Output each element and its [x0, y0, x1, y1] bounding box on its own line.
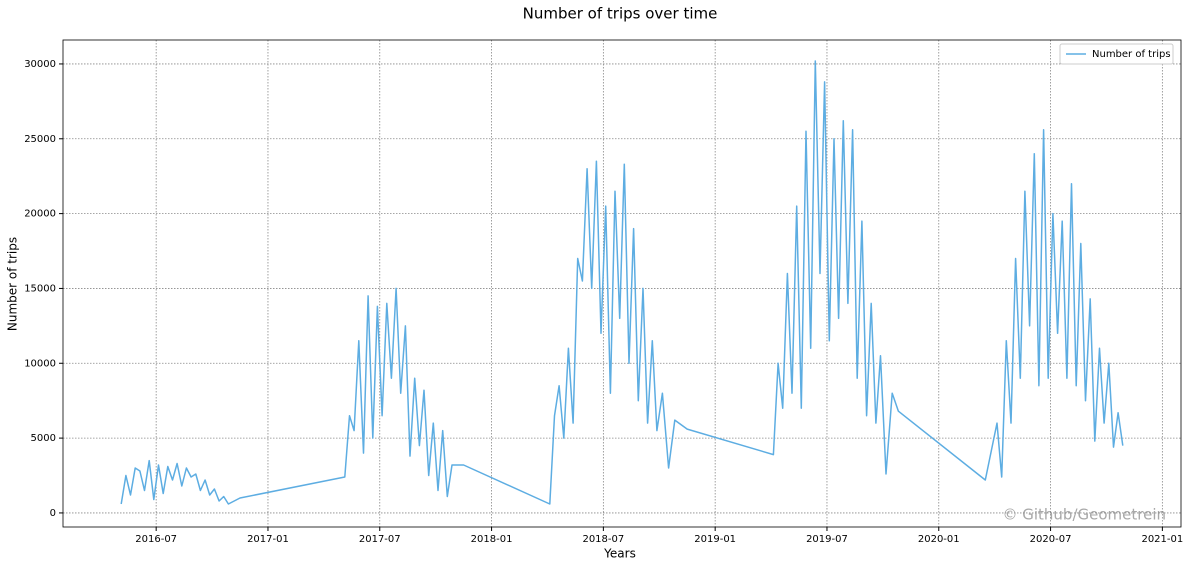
y-tick-label: 20000 — [24, 209, 56, 220]
y-tick-label: 5000 — [31, 433, 56, 444]
legend-box — [1059, 43, 1174, 65]
x-tick-label: 2017-07 — [359, 534, 401, 545]
legend-label: Number of trips — [1092, 49, 1171, 60]
y-tick-label: 15000 — [24, 283, 56, 294]
x-tick-label: 2019-07 — [806, 534, 848, 545]
x-tick-label: 2016-07 — [135, 534, 177, 545]
x-axis-label: Years — [603, 547, 636, 561]
x-tick-label: 2018-01 — [471, 534, 513, 545]
y-tick-label: 10000 — [24, 358, 56, 369]
y-axis-label: Number of trips — [6, 237, 20, 331]
plot-frame — [62, 39, 1182, 528]
y-tick-label: 25000 — [24, 134, 56, 145]
legend: Number of trips — [1059, 43, 1174, 65]
data-line — [120, 60, 1124, 505]
x-tick-label: 2020-01 — [918, 534, 960, 545]
chart-title: Number of trips over time — [523, 5, 718, 23]
watermark: © Github/Geometrein — [1002, 506, 1166, 524]
y-tick-label: 30000 — [24, 59, 56, 70]
x-tick-label: 2018-07 — [582, 534, 624, 545]
x-tick-label: 2020-07 — [1030, 534, 1072, 545]
y-tick-label: 0 — [50, 508, 56, 519]
x-tick-label: 2019-01 — [694, 534, 736, 545]
x-tick-label: 2021-01 — [1141, 534, 1183, 545]
x-tick-label: 2017-01 — [247, 534, 289, 545]
